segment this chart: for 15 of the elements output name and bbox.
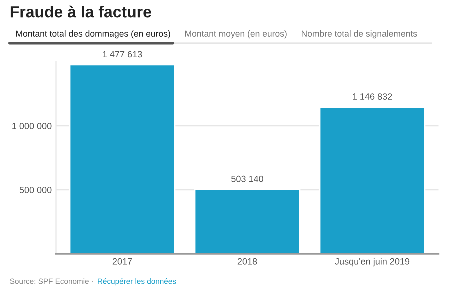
x-tick-label: 2018 (238, 258, 258, 265)
bar (194, 188, 301, 254)
text: Nombre total de signalements (302, 30, 418, 39)
bar (319, 106, 426, 254)
y-tick-label: 500 000 (20, 187, 52, 194)
text: Montant moyen (en euros) (185, 30, 287, 39)
bar (69, 64, 176, 254)
x-tick-label: Jusqu'en juin 2019 (335, 258, 410, 267)
y-tick-label: 1 000 000 (12, 123, 52, 130)
x-tick-label: 2017 (112, 258, 132, 265)
text: Montant total des dommages (en euros) (16, 30, 170, 39)
data-label: 1 146 832 (353, 94, 392, 100)
data-label: 503 140 (232, 176, 264, 182)
chart-title: Fraude à la facture (10, 6, 152, 18)
data-label: 1 477 613 (103, 51, 142, 58)
